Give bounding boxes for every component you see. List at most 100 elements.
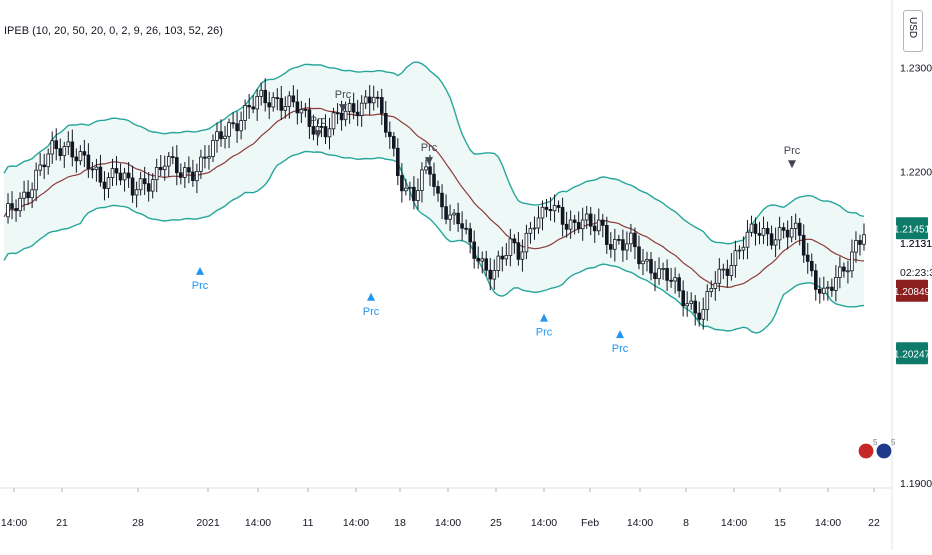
buy-signal-label-6: Prc [612, 343, 629, 355]
candle-body [641, 260, 645, 265]
candle-body [448, 214, 452, 220]
x-tick-13: 8 [683, 517, 689, 529]
candle-body [118, 172, 123, 181]
candle-body [693, 300, 697, 314]
candle-body [122, 172, 127, 181]
candle-body [404, 187, 408, 192]
buy-signal-arrow-3 [367, 292, 375, 301]
candle-body [420, 169, 424, 191]
candle-body [335, 112, 340, 115]
candle-body [287, 95, 292, 107]
candle-body [793, 222, 798, 229]
sell-signal-arrow-4 [425, 157, 433, 166]
x-tick-4: 14:00 [245, 517, 271, 529]
candle-body [560, 206, 565, 225]
candle-body [102, 181, 107, 189]
candle-body [162, 165, 167, 171]
candle-body [243, 105, 247, 121]
candle-body [46, 153, 50, 168]
candle-body [14, 208, 18, 212]
sell-signal-label-1: Prc [310, 115, 327, 127]
candle-body [753, 223, 758, 234]
candle-body [452, 212, 456, 216]
candle-body [195, 170, 199, 182]
candle-body [564, 223, 569, 230]
candle-body [580, 219, 585, 230]
candle-body [528, 228, 533, 234]
candle-body [424, 166, 428, 171]
candle-body [584, 213, 589, 221]
candle-body [158, 166, 163, 171]
candle-body [496, 255, 501, 271]
candle-body [239, 120, 243, 132]
candle-body [548, 208, 553, 212]
candle-body [576, 222, 581, 229]
candle-body [343, 110, 348, 121]
candle-body [255, 96, 260, 110]
candle-body [741, 246, 746, 251]
candle-body [6, 203, 10, 218]
candle-body [854, 240, 858, 253]
candle-body [544, 206, 549, 210]
candle-body [592, 225, 597, 232]
candle-body [247, 105, 251, 108]
candle-body [74, 156, 79, 162]
candle-body [621, 239, 625, 251]
candle-body [532, 227, 537, 230]
price-badge-4 [896, 342, 928, 365]
price-badge-text-0: 1.21451 [894, 224, 931, 235]
y-tick-0: 1.23000 [900, 63, 932, 75]
candle-body [846, 270, 850, 273]
candle-body [524, 232, 529, 253]
candle-body [138, 178, 143, 191]
candle-body [54, 140, 58, 149]
candle-body [785, 229, 790, 238]
candle-body [609, 244, 613, 250]
candle-body [383, 113, 388, 133]
candle-body [400, 175, 404, 192]
candle-body [412, 186, 416, 201]
candle-body [150, 179, 155, 192]
candle-body [363, 96, 368, 104]
candle-body [70, 141, 75, 158]
candle-body [805, 254, 810, 262]
candle-body [299, 109, 304, 114]
candle-body [540, 206, 545, 219]
candle-body [649, 259, 653, 274]
candle-body [275, 97, 280, 99]
candle-body [223, 135, 227, 139]
sell-signal-label-4: Prc [421, 142, 438, 154]
candle-body [745, 231, 750, 248]
price-badge-3 [896, 279, 928, 302]
x-tick-15: 15 [774, 517, 786, 529]
candle-body [673, 277, 677, 282]
candle-body [38, 164, 42, 171]
candle-body [295, 101, 300, 114]
indicator-label[interactable]: IPEB (10, 20, 50, 20, 0, 2, 9, 26, 103, … [4, 25, 223, 37]
x-tick-3: 2021 [196, 517, 220, 529]
candle-body [749, 223, 754, 233]
candle-body [697, 312, 701, 320]
candle-body [789, 228, 794, 238]
candle-body [484, 258, 488, 271]
candle-body [717, 268, 722, 284]
candle-body [633, 232, 637, 248]
candle-body [488, 269, 493, 280]
x-tick-2: 28 [132, 517, 144, 529]
candle-body [476, 257, 480, 262]
candle-body [436, 186, 440, 194]
candle-body [444, 206, 448, 220]
candle-body [182, 167, 187, 178]
candle-body [761, 227, 766, 236]
x-tick-0: 14:00 [1, 517, 27, 529]
candle-body [556, 205, 561, 208]
candle-body [154, 166, 159, 181]
price-label-2: 02:23:32 [900, 267, 932, 279]
candle-body [822, 287, 826, 294]
candle-body [701, 309, 706, 320]
candle-body [327, 128, 332, 138]
currency-button[interactable]: USD [903, 10, 923, 52]
